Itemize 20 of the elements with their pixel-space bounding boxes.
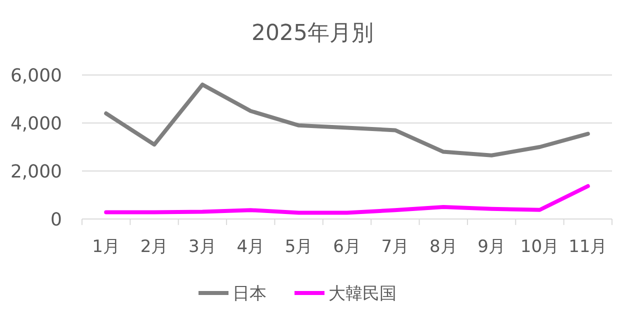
x-tick-label: 10月 bbox=[520, 237, 560, 257]
line-series bbox=[104, 82, 590, 158]
x-tick-label: 1月 bbox=[92, 237, 120, 257]
x-tick-label: 3月 bbox=[188, 237, 216, 257]
x-tick-label: 6月 bbox=[333, 237, 361, 257]
chart-title: 2025年月別 bbox=[252, 21, 374, 46]
x-tick-label: 9月 bbox=[478, 237, 506, 257]
legend-label: 日本 bbox=[232, 284, 266, 304]
y-tick-label: 2,000 bbox=[10, 161, 62, 182]
x-tick-label: 2月 bbox=[140, 237, 168, 257]
y-tick-label: 4,000 bbox=[10, 113, 62, 134]
legend-label: 大韓民国 bbox=[328, 284, 396, 304]
x-tick-label: 4月 bbox=[236, 237, 265, 257]
line-series bbox=[104, 184, 590, 215]
x-tick-label: 8月 bbox=[429, 237, 458, 257]
y-tick-label: 6,000 bbox=[10, 65, 62, 86]
x-tick-label: 11月 bbox=[568, 237, 608, 257]
x-tick-label: 5月 bbox=[284, 237, 313, 257]
y-tick-label: 0 bbox=[50, 209, 62, 230]
x-tick-label: 7月 bbox=[381, 237, 410, 257]
